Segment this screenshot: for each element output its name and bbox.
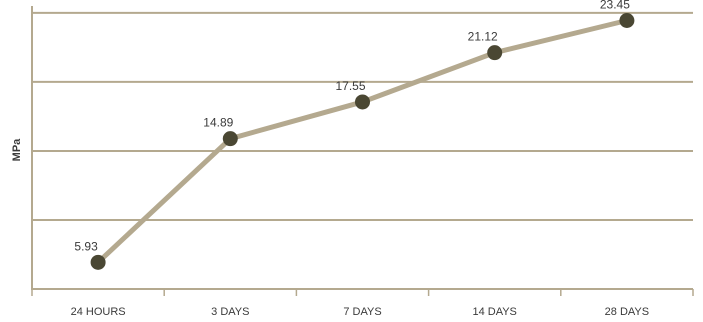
x-tick-label-2: 7 DAYS — [343, 306, 381, 318]
data-point-0 — [90, 254, 106, 270]
series-line — [95, 17, 630, 265]
gridlines — [32, 11, 693, 221]
x-tick-label-3: 14 DAYS — [472, 306, 516, 318]
y-axis-label: MPa — [11, 138, 23, 162]
data-point-3 — [487, 45, 503, 61]
x-tick-label-0: 24 HOURS — [71, 306, 126, 318]
data-label-1: 14.89 — [203, 116, 233, 130]
data-point-1 — [222, 131, 238, 147]
x-tick-label-1: 3 DAYS — [211, 306, 249, 318]
series — [90, 12, 635, 270]
data-point-2 — [355, 94, 370, 110]
data-label-4: 23.45 — [600, 0, 630, 11]
x-tick-label-4: 28 DAYS — [605, 306, 649, 318]
x-tick-labels: 24 HOURS 3 DAYS 7 DAYS 14 DAYS 28 DAYS — [71, 306, 650, 318]
data-label-2: 17.55 — [335, 79, 365, 93]
data-point-4 — [619, 12, 635, 28]
data-label-3: 21.12 — [468, 30, 498, 44]
data-label-0: 5.93 — [74, 239, 98, 253]
axes — [31, 6, 694, 296]
data-labels: 5.93 14.89 17.55 21.12 23.45 — [74, 0, 630, 253]
